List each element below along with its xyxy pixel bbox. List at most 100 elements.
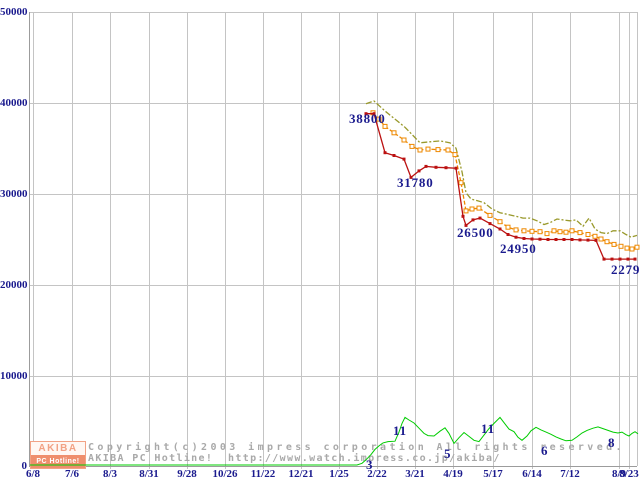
red-solid-line-marker bbox=[586, 238, 590, 242]
x-tick-label: 11/22 bbox=[250, 468, 276, 480]
olive-dashdot-line bbox=[365, 100, 638, 238]
x-tick-label: 8/23 bbox=[619, 468, 639, 480]
orange-dashed-line-marker bbox=[544, 231, 550, 237]
orange-dashed-line-marker bbox=[598, 236, 604, 242]
orange-dashed-line-marker bbox=[445, 147, 451, 153]
orange-dashed-line-marker bbox=[401, 137, 407, 143]
data-label: 6 bbox=[541, 443, 549, 458]
x-tick-label: 12/21 bbox=[288, 468, 314, 480]
x-tick-label: 4/19 bbox=[443, 468, 463, 480]
red-solid-line-marker bbox=[554, 238, 558, 241]
orange-dashed-line-marker bbox=[452, 152, 458, 158]
x-tick-label: 6/14 bbox=[522, 468, 542, 480]
x-tick-label: 9/28 bbox=[177, 468, 197, 480]
data-label: 5 bbox=[444, 446, 452, 461]
red-solid-line bbox=[366, 113, 635, 260]
y-tick-label: 20000 bbox=[0, 279, 28, 291]
orange-dashed-line-marker bbox=[569, 228, 575, 234]
orange-dashed-line-marker bbox=[513, 227, 519, 233]
green-solid-line bbox=[30, 416, 639, 466]
red-solid-line-marker bbox=[546, 238, 550, 241]
orange-dashed-line-marker bbox=[417, 147, 423, 153]
x-tick-label: 7/12 bbox=[560, 468, 580, 480]
x-tick-label: 1/25 bbox=[329, 468, 349, 480]
red-solid-line-marker bbox=[538, 237, 542, 241]
orange-dashed-line-marker bbox=[563, 229, 569, 235]
orange-dashed-line-marker bbox=[409, 143, 415, 149]
red-solid-line-marker bbox=[610, 257, 614, 261]
red-solid-line-marker bbox=[392, 154, 396, 157]
red-solid-line-marker bbox=[594, 238, 598, 242]
data-label: 11 bbox=[393, 423, 407, 438]
x-tick-label: 8/31 bbox=[139, 468, 159, 480]
orange-dashed-line-marker bbox=[557, 229, 563, 235]
orange-dashed-line-marker bbox=[497, 219, 503, 225]
red-solid-line-marker bbox=[506, 233, 510, 236]
red-solid-line-marker bbox=[409, 175, 413, 179]
red-solid-line-marker bbox=[478, 216, 482, 220]
red-solid-line-marker bbox=[464, 223, 468, 227]
orange-dashed-line-marker bbox=[382, 123, 388, 129]
red-solid-line-marker bbox=[417, 169, 421, 173]
copyright-watermark-line2: AKIBA PC Hotline! http://www.watch.impre… bbox=[88, 453, 501, 464]
red-solid-line-marker bbox=[522, 237, 526, 240]
red-solid-line-marker bbox=[570, 238, 574, 241]
orange-dashed-line-marker bbox=[551, 228, 557, 234]
data-label: 38800 bbox=[349, 111, 386, 126]
red-solid-line-marker bbox=[602, 257, 606, 261]
orange-dashed-line-marker bbox=[529, 228, 535, 234]
red-solid-line-marker bbox=[364, 112, 368, 116]
orange-dashed-line-marker bbox=[391, 130, 397, 136]
x-tick-label: 8/3 bbox=[102, 468, 118, 480]
data-label: 31780 bbox=[397, 175, 434, 190]
y-tick-label: 30000 bbox=[0, 188, 28, 200]
y-tick-label: 10000 bbox=[0, 370, 28, 382]
data-label: 11 bbox=[481, 421, 495, 436]
x-tick-label: 3/21 bbox=[405, 468, 425, 480]
orange-dashed-line-marker bbox=[592, 233, 598, 239]
orange-dashed-line-marker bbox=[624, 245, 630, 251]
red-solid-line-marker bbox=[454, 166, 458, 170]
orange-dashed-line-marker bbox=[463, 208, 469, 214]
orange-dashed-line-marker bbox=[604, 239, 610, 245]
orange-dashed-line-marker bbox=[577, 230, 583, 236]
orange-dashed-line-marker bbox=[435, 147, 441, 153]
red-solid-line-marker bbox=[372, 112, 376, 116]
orange-dashed-line-marker bbox=[469, 206, 475, 212]
orange-dashed-line-marker bbox=[425, 146, 431, 152]
copyright-watermark-line1: Copyright(c)2003 impress corporation All… bbox=[88, 442, 625, 453]
red-solid-line-marker bbox=[633, 257, 637, 261]
orange-dashed-line-marker bbox=[611, 241, 617, 247]
y-tick-label: 50000 bbox=[0, 6, 28, 18]
red-solid-line-marker bbox=[461, 214, 465, 218]
red-solid-line-marker bbox=[424, 164, 428, 168]
orange-dashed-line-marker bbox=[585, 232, 591, 237]
red-solid-line-marker bbox=[383, 151, 387, 155]
y-tick-label: 40000 bbox=[0, 97, 28, 109]
orange-dashed-line-marker bbox=[634, 244, 640, 250]
red-solid-line-marker bbox=[434, 165, 438, 169]
data-label: 3 bbox=[366, 457, 374, 472]
red-solid-line-marker bbox=[498, 227, 502, 231]
data-label: 24950 bbox=[500, 241, 537, 256]
red-solid-line-marker bbox=[530, 237, 534, 241]
orange-dashed-line-marker bbox=[487, 212, 493, 218]
orange-dashed-line-marker bbox=[376, 116, 382, 122]
red-solid-line-marker bbox=[618, 257, 622, 261]
data-label: 26500 bbox=[457, 225, 494, 240]
orange-dashed-line-marker bbox=[476, 205, 482, 211]
red-solid-line-marker bbox=[562, 238, 566, 241]
x-tick-label: 6/8 bbox=[25, 468, 41, 480]
orange-dashed-line-marker bbox=[505, 224, 511, 230]
y-tick-label: 0 bbox=[21, 460, 28, 472]
orange-dashed-line-marker bbox=[458, 180, 464, 186]
red-solid-line-marker bbox=[471, 218, 475, 222]
orange-dashed-line-marker bbox=[521, 228, 527, 234]
red-solid-line-marker bbox=[444, 166, 448, 170]
x-tick-label: 5/17 bbox=[483, 468, 503, 480]
red-solid-line-marker bbox=[402, 157, 406, 161]
x-tick-label: 10/26 bbox=[212, 468, 238, 480]
x-tick-label: 2/22 bbox=[367, 468, 387, 480]
